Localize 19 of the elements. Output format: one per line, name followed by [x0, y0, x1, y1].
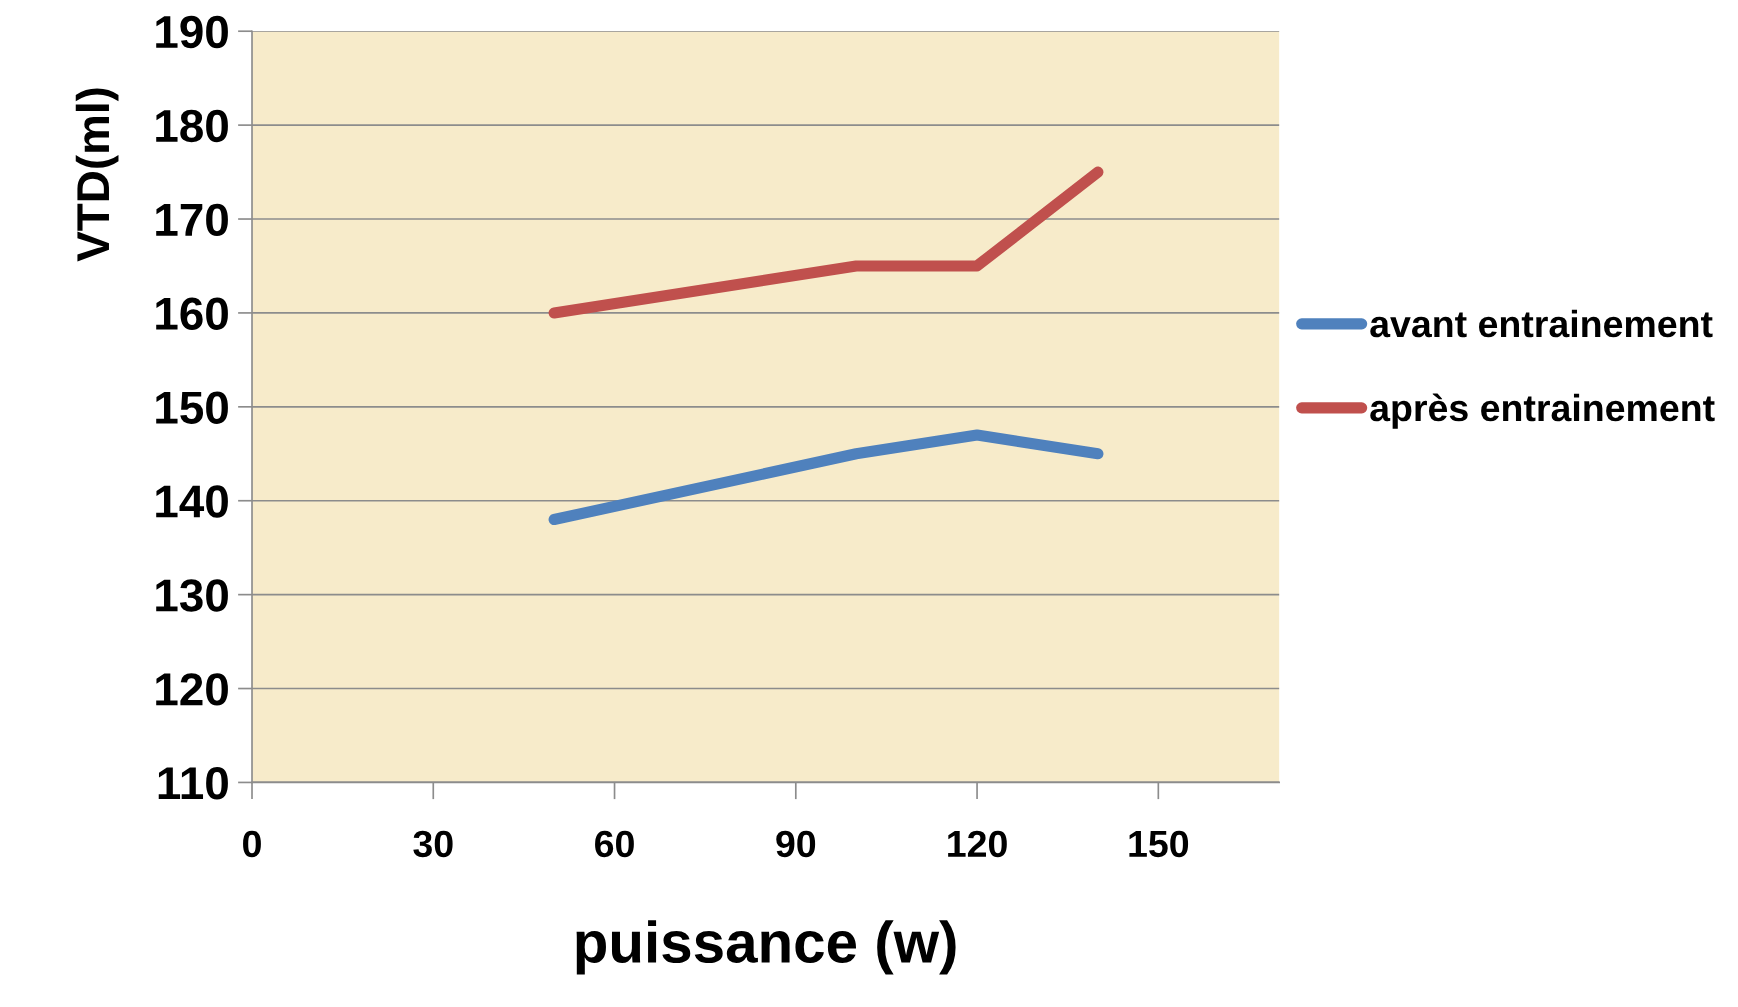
x-tick-label: 30 — [413, 830, 453, 858]
y-tick-label: 130 — [156, 579, 228, 612]
x-tick-label: 60 — [595, 830, 634, 858]
y-tick-label: 170 — [156, 203, 228, 237]
y-tick-label: 180 — [156, 109, 228, 143]
y-tick-label: 160 — [156, 297, 228, 330]
y-tick-label: 150 — [156, 391, 228, 424]
x-tick-label: 150 — [1129, 830, 1189, 858]
x-tick-label: 0 — [243, 830, 261, 858]
y-tick-label: 110 — [158, 767, 228, 800]
y-axis-title: VTD(ml) — [75, 88, 119, 262]
x-tick-label: 90 — [776, 830, 816, 858]
legend-label: après entrainement — [1370, 393, 1715, 429]
x-axis-title: puissance (w) — [576, 920, 956, 975]
y-tick-label: 120 — [156, 673, 228, 706]
y-tick-label: 190 — [156, 15, 228, 49]
x-tick-label: 120 — [948, 830, 1007, 858]
y-tick-label: 140 — [156, 485, 228, 518]
legend-label: avant entrainement — [1370, 309, 1713, 338]
